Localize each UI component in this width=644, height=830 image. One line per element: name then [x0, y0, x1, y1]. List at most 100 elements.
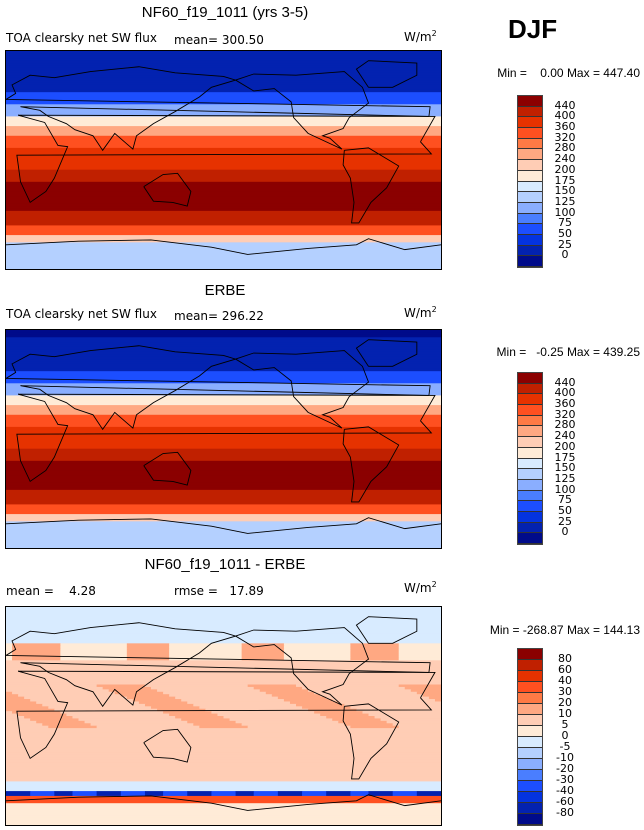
contour-fill-cell — [6, 711, 13, 715]
colorbar-swatch — [518, 128, 542, 139]
contour-fill-cell — [6, 157, 441, 161]
contour-fill-cell — [96, 684, 146, 688]
contour-fill-cell — [6, 373, 441, 377]
contour-fill-cell — [169, 653, 243, 656]
contour-fill-cell — [6, 266, 441, 269]
contour-fill-cell — [6, 742, 441, 746]
contour-fill-cell — [6, 643, 13, 647]
contour-fill-cell — [126, 650, 170, 654]
min-label: Min = — [497, 66, 527, 80]
contour-fill-cell — [144, 684, 249, 688]
contour-fill-cell — [368, 793, 394, 797]
contour-fill-cell — [36, 701, 140, 705]
colorbar-swatch — [518, 202, 542, 214]
coastline — [235, 627, 370, 706]
coastline — [235, 350, 370, 429]
contour-fill-cell — [6, 805, 441, 809]
contour-fill-cell — [6, 160, 441, 163]
contour-fill-cell — [229, 718, 333, 722]
contour-fill-cell — [42, 703, 146, 707]
contour-fill-cell — [6, 70, 441, 74]
contour-fill-cell — [235, 793, 255, 797]
contour-fill-cell — [247, 725, 351, 729]
contour-fill-cell — [6, 138, 441, 142]
contour-fill-cell — [350, 657, 400, 661]
contour-fill-cell — [6, 523, 441, 527]
contour-fill-cell — [126, 655, 170, 659]
contour-fill-cell — [6, 737, 441, 741]
contour-fill-cell — [6, 626, 441, 630]
contour-fill-cell — [6, 89, 441, 93]
contour-fill-cell — [6, 135, 441, 139]
contour-fill-cell — [6, 497, 441, 501]
contour-fill-cell — [6, 628, 441, 632]
contour-fill-cell — [6, 179, 441, 183]
rmse-value: 17.89 — [229, 584, 264, 598]
contour-fill-cell — [157, 708, 206, 712]
colorbar-swatch — [518, 770, 542, 781]
colorbar-tick-label: 100 — [554, 482, 576, 496]
contour-fill-cell — [60, 657, 128, 661]
contour-fill-cell — [6, 674, 441, 678]
panel3-rmse: rmse = 17.89 — [174, 584, 264, 598]
contour-fill-cell — [6, 730, 441, 734]
contour-fill-cell — [6, 791, 31, 795]
contour-fill-cell — [181, 718, 231, 722]
contour-fill-cell — [187, 720, 237, 724]
colorbar-tick-label: 50 — [558, 503, 572, 517]
contour-fill-cell — [6, 614, 441, 618]
contour-fill-cell — [368, 791, 394, 795]
contour-fill-cell — [6, 400, 441, 404]
colorbar-swatch — [518, 234, 542, 246]
contour-fill-cell — [6, 458, 441, 462]
contour-fill-cell — [416, 691, 441, 695]
max-label: Max = — [566, 623, 600, 637]
colorbar-tick-label: -40 — [556, 784, 574, 797]
contour-fill-cell — [6, 390, 441, 394]
coastline — [342, 703, 400, 780]
colorbar-swatch — [518, 803, 542, 814]
contour-fill-cell — [6, 480, 441, 484]
contour-fill-cell — [6, 645, 13, 649]
contour-fill-cell — [6, 667, 441, 671]
contour-fill-cell — [211, 791, 237, 795]
contour-fill-cell — [199, 725, 249, 729]
contour-fill-cell — [6, 378, 441, 382]
contour-fill-cell — [6, 468, 441, 471]
contour-fill-cell — [193, 723, 243, 727]
contour-fill-cell — [169, 650, 243, 654]
contour-fill-cell — [6, 346, 441, 350]
colorbar-swatch — [518, 715, 542, 726]
colorbar-tick-label: 20 — [558, 696, 572, 709]
contour-fill-cell — [398, 648, 441, 652]
contour-fill-cell — [6, 686, 104, 690]
contour-fill-cell — [6, 242, 441, 246]
contour-fill-cell — [120, 793, 146, 797]
contour-fill-cell — [6, 222, 441, 226]
contour-fill-cell — [296, 684, 400, 688]
panel3-mean: mean = 4.28 — [6, 584, 96, 598]
colorbar-swatch — [518, 792, 542, 803]
contour-fill-cell — [6, 619, 441, 623]
contour-fill-cell — [126, 657, 170, 661]
contour-fill-cell — [6, 754, 441, 758]
colorbar-tick-label: 30 — [558, 685, 572, 698]
units-sup: 2 — [431, 580, 437, 589]
contour-fill-cell — [6, 749, 441, 753]
contour-fill-cell — [18, 694, 122, 698]
contour-fill-cell — [84, 720, 188, 724]
contour-fill-cell — [398, 725, 441, 729]
colorbar-tick-label: -80 — [556, 806, 574, 819]
contour-fill-cell — [60, 645, 128, 649]
contour-fill-cell — [6, 344, 441, 348]
contour-fill-cell — [6, 543, 441, 547]
coastline — [6, 238, 441, 255]
contour-fill-cell — [6, 511, 441, 515]
contour-fill-cell — [6, 463, 441, 467]
panel3-map — [5, 606, 442, 826]
contour-fill-cell — [422, 694, 441, 698]
contour-fill-cell — [6, 621, 441, 625]
contour-fill-cell — [6, 72, 441, 76]
contour-fill-cell — [6, 174, 441, 178]
contour-fill-cell — [6, 535, 441, 539]
